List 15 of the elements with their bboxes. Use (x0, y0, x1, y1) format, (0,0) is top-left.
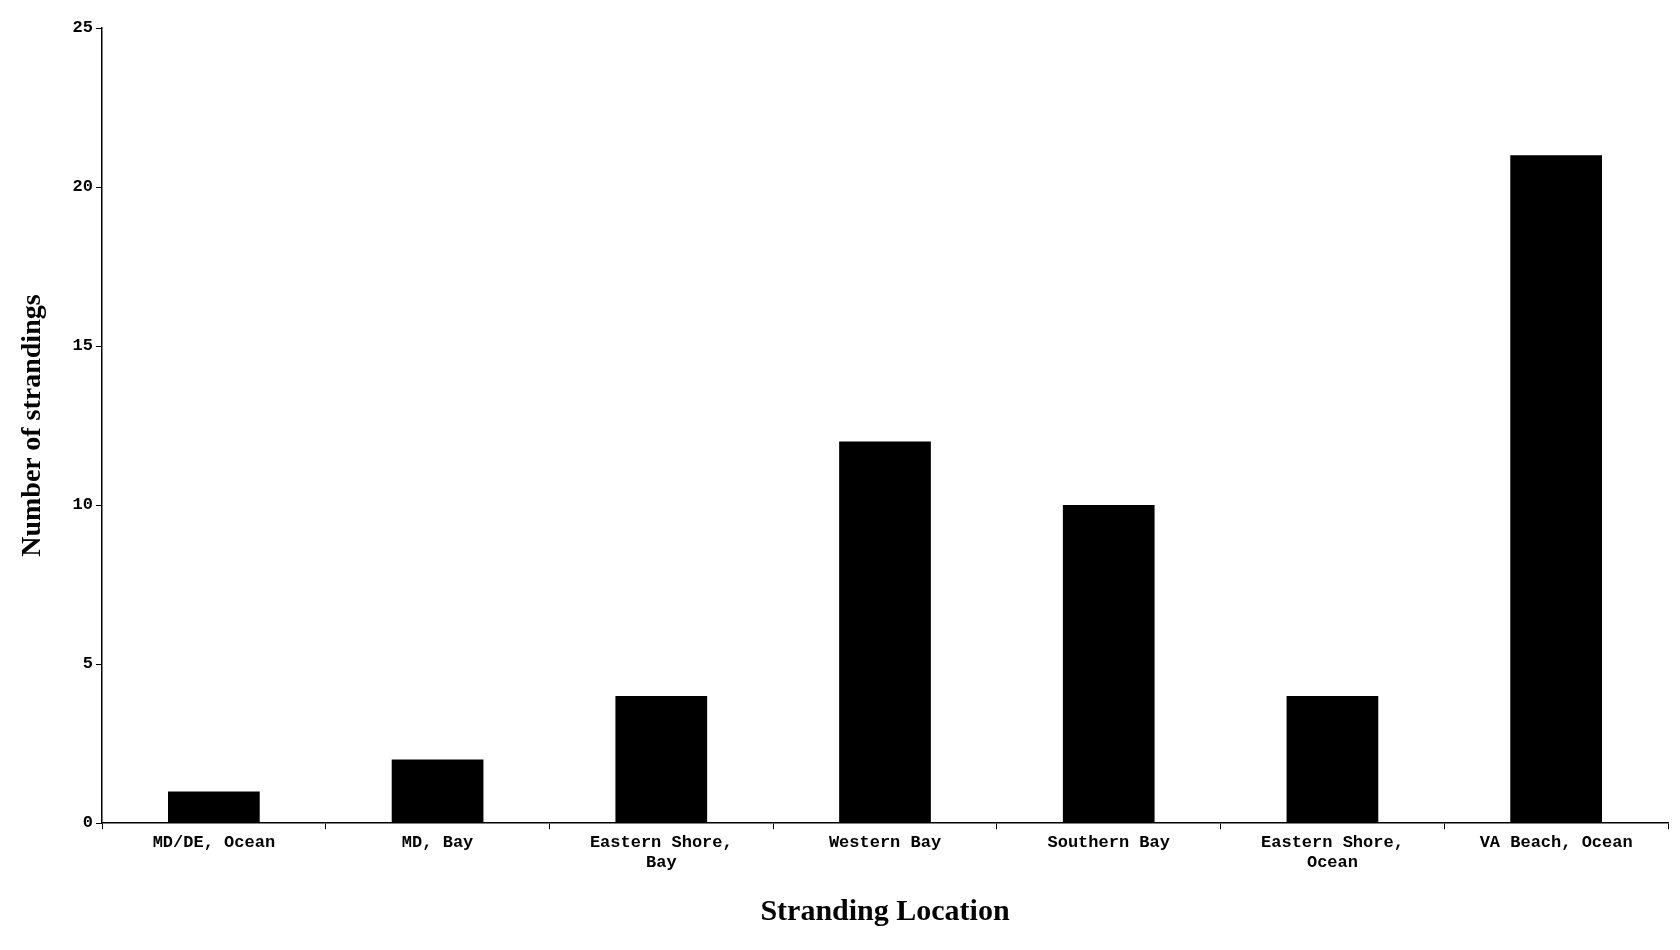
x-axis-title: Stranding Location (760, 892, 1010, 926)
y-tick-label: 5 (82, 654, 93, 674)
y-tick-label: 10 (72, 495, 93, 515)
x-tick-label: Eastern Shore, Bay (589, 832, 733, 873)
x-tick-label: Southern Bay (1047, 832, 1170, 852)
y-tick-label: 20 (72, 177, 93, 197)
x-tick-label: MD/DE, Ocean (152, 832, 276, 852)
y-tick-label: 15 (72, 336, 93, 356)
x-tick-label: VA Beach, Ocean (1479, 832, 1633, 852)
x-tick-label: Western Bay (828, 832, 942, 852)
x-tick-label: Eastern Shore, Ocean (1261, 832, 1404, 873)
x-tick-label: MD, Bay (401, 832, 474, 852)
y-tick-label: 25 (72, 18, 93, 38)
y-axis-title: Number of strandings (15, 294, 47, 557)
y-tick-label: 0 (82, 813, 93, 833)
